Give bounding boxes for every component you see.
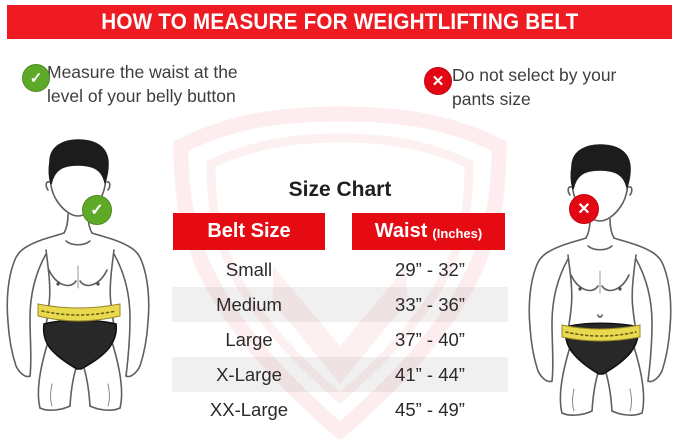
column-header-waist: Waist (Inches)	[352, 213, 505, 250]
size-chart-table: Small 29” - 32” Medium 33” - 36” Large 3…	[172, 252, 508, 427]
check-circle-icon: ✓	[82, 195, 112, 225]
banner: HOW TO MEASURE FOR WEIGHTLIFTING BELT	[7, 5, 672, 39]
check-glyph: ✓	[29, 70, 43, 87]
do-instruction: Measure the waist at the level of your b…	[47, 61, 238, 108]
belt-size-cell: Small	[225, 258, 273, 280]
dont-instruction-line1: Do not select by your	[452, 65, 617, 85]
waist-cell: 33” - 36”	[395, 293, 465, 315]
x-circle-icon: ✕	[569, 194, 599, 224]
banner-title: HOW TO MEASURE FOR WEIGHTLIFTING BELT	[100, 9, 579, 34]
column-header-belt-size: Belt Size	[173, 213, 325, 250]
waist-cell: 45” - 49”	[395, 398, 465, 420]
table-row: Large 37” - 40”	[172, 322, 508, 357]
size-chart-title: Size Chart	[288, 178, 392, 201]
waist-unit-label: (Inches)	[432, 225, 483, 241]
check-circle-icon: ✓	[22, 64, 50, 92]
dont-instruction-line2: pants size	[452, 88, 531, 109]
x-glyph: ✕	[431, 73, 445, 90]
waist-cell: 29” - 32”	[395, 258, 465, 280]
belt-size-cell: XX-Large	[209, 398, 289, 420]
x-circle-icon: ✕	[424, 67, 452, 95]
do-instruction-line1: Measure the waist at the	[47, 62, 238, 82]
belt-size-cell: X-Large	[216, 363, 282, 385]
male-figure-wrong-illustration	[528, 144, 672, 416]
waist-cell: 37” - 40”	[395, 328, 465, 350]
waist-label: Waist	[374, 220, 428, 242]
check-glyph: ✓	[90, 202, 104, 219]
navel-line	[597, 314, 603, 319]
belt-size-cell: Large	[225, 328, 273, 350]
measuring-tape-pants-line	[561, 324, 641, 342]
do-instruction-line2: level of your belly button	[47, 85, 236, 106]
belt-size-cell: Medium	[216, 293, 282, 315]
table-row: Small 29” - 32”	[172, 252, 508, 287]
dont-instruction: Do not select by your pants size	[452, 64, 616, 111]
table-row: X-Large 41” - 44”	[172, 357, 508, 392]
table-row: Medium 33” - 36”	[172, 287, 508, 322]
brand-shield-watermark	[173, 106, 507, 439]
measuring-tape-waist	[37, 303, 121, 322]
male-figure-correct-illustration	[6, 139, 150, 411]
table-row: XX-Large 45” - 49”	[172, 392, 508, 427]
x-glyph: ✕	[577, 201, 591, 218]
waist-cell: 41” - 44”	[395, 363, 465, 385]
